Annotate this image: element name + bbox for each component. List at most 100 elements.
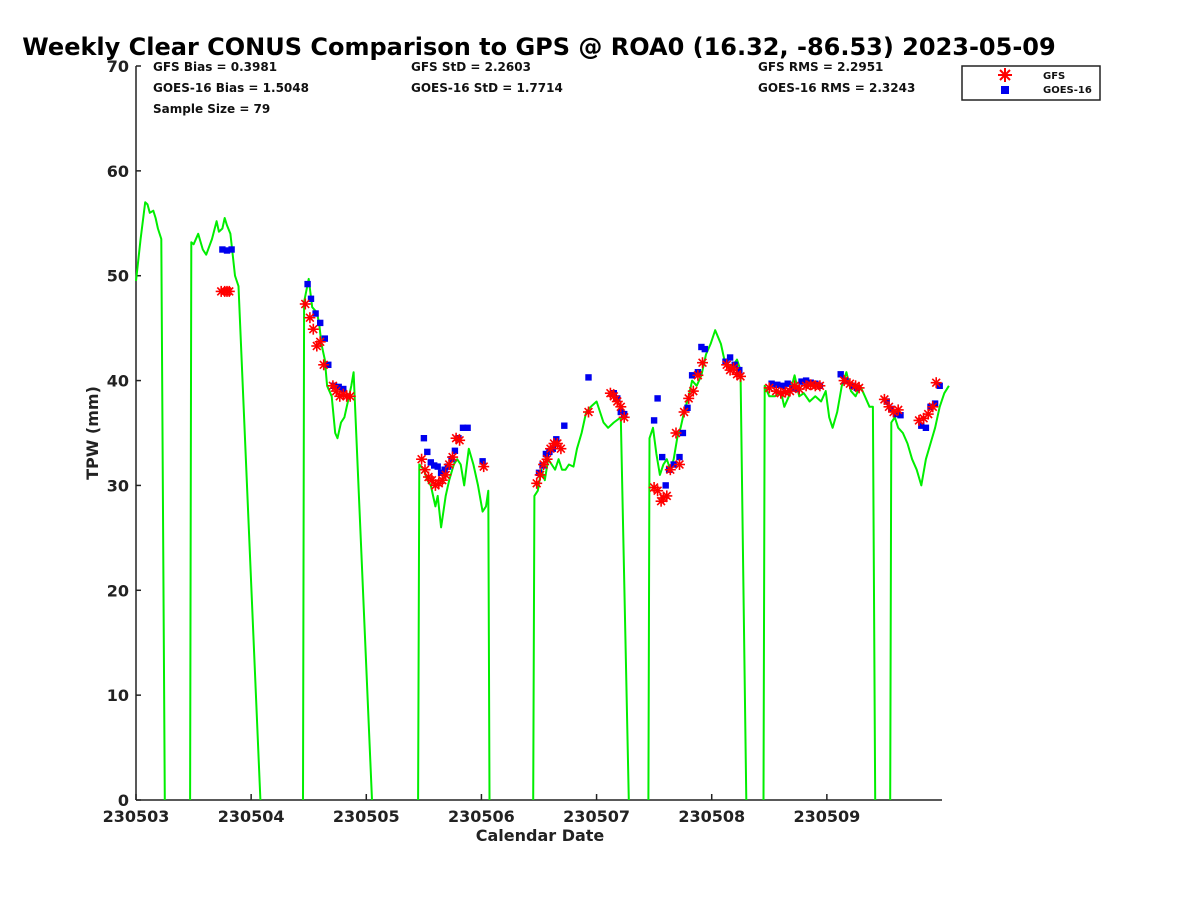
gps-line-segment [889,385,950,801]
gps-series [135,201,950,801]
goes-16-point [897,412,904,419]
chart-title: Weekly Clear CONUS Comparison to GPS @ R… [22,33,1055,61]
gfs-point [440,469,452,481]
goes-16-point [659,453,666,461]
goes-16-point [779,382,787,389]
gfs-point [697,357,708,369]
goes-16-point [784,380,791,387]
gfs-point [814,380,826,392]
x-tick-label: 230503 [103,807,170,826]
goes-16-point [726,354,734,361]
x-tick-label: 230508 [678,807,745,826]
goes-16-point [464,424,471,431]
gps-line-segment [762,371,877,801]
stat-goes-bias: GOES-16 Bias = 1.5048 [153,81,309,95]
gfs-point [678,406,690,418]
goes-16-point [688,372,696,379]
goes-16-point [722,358,729,365]
gfs-point [318,359,330,371]
gfs-point [618,411,630,423]
goes-16-point [434,463,441,470]
gfs-point [687,385,699,397]
gfs-point [478,461,490,473]
y-tick-label: 10 [107,686,129,705]
x-tick-label: 230506 [448,807,515,826]
plot-area: 0 10 20 30 40 50 60 70 230503 230504 230505 230506… [103,57,950,826]
y-tick-label: 0 [118,791,129,810]
y-tick-label: 20 [107,581,129,600]
goes-16-point [424,448,431,456]
goes-16-point [698,343,705,351]
goes-16-point [837,371,844,378]
gfs-point [531,477,543,489]
y-axis-label: TPW (mm) [83,386,102,480]
goes-16-point [441,466,448,473]
y-tick-label: 70 [107,57,129,76]
gfs-point [670,427,682,439]
gfs-point [304,312,316,324]
gps-line-segment [135,201,166,801]
gfs-point [692,369,704,381]
gfs-point [555,443,567,455]
goes-16-point [561,422,568,429]
legend: GFS GOES-16 [961,65,1101,101]
goes-16-series [219,246,943,489]
gfs-point [892,404,904,416]
gfs-point [664,464,676,476]
goes-16-point [317,319,324,327]
goes-16-point [228,246,235,253]
goes-16-point [223,247,231,254]
goes-16-point [922,424,930,431]
gfs-point [223,285,235,297]
goes-16-point [546,448,553,456]
x-tick-label: 230504 [218,807,285,826]
goes-16-point [479,458,486,465]
legend-goes-marker [1001,86,1009,94]
y-tick-label: 60 [107,162,129,181]
stat-gfs-bias: GFS Bias = 0.3981 [153,60,277,74]
goes-16-point [427,459,434,466]
gfs-point [447,451,459,463]
goes-16-point [670,461,677,468]
gfs-point [930,377,942,389]
gfs-point [652,485,664,497]
gps-line-segment [417,447,491,801]
gfs-point [344,390,356,402]
goes-16-point [335,383,342,391]
goes-16-point [798,378,805,385]
legend-label-goes: GOES-16 [1043,85,1092,96]
y-axis-ticks: 0 10 20 30 40 50 60 70 [107,57,141,810]
gfs-point [927,401,939,413]
y-tick-label: 40 [107,372,129,391]
legend-label-gfs: GFS [1043,71,1065,82]
gfs-point [608,390,620,402]
gfs-point [450,432,462,444]
goes-16-point [312,310,319,317]
goes-16-point [701,345,708,353]
goes-16-point [431,462,438,469]
goes-16-point [662,482,669,489]
goes-16-point [437,469,445,476]
gfs-series [215,285,942,507]
goes-16-point [918,422,925,429]
goes-16-point [307,295,315,302]
x-tick-label: 230509 [793,807,860,826]
gps-line-segment [302,277,373,801]
gfs-point [853,382,865,394]
legend-box [961,65,1101,101]
goes-16-point [654,395,661,402]
gps-line-segment [532,400,630,801]
goes-16-point [553,436,560,443]
gfs-point [541,453,553,465]
stat-goes-std: GOES-16 StD = 1.7714 [411,81,563,95]
gfs-point [661,490,673,502]
goes-16-point [219,246,226,253]
goes-16-point [650,417,658,424]
gfs-point [314,336,326,348]
goes-16-point [768,380,775,387]
stat-goes-rms: GOES-16 RMS = 2.3243 [758,81,915,95]
y-tick-label: 30 [107,476,129,495]
gfs-point [728,362,740,374]
goes-16-point [304,280,311,288]
